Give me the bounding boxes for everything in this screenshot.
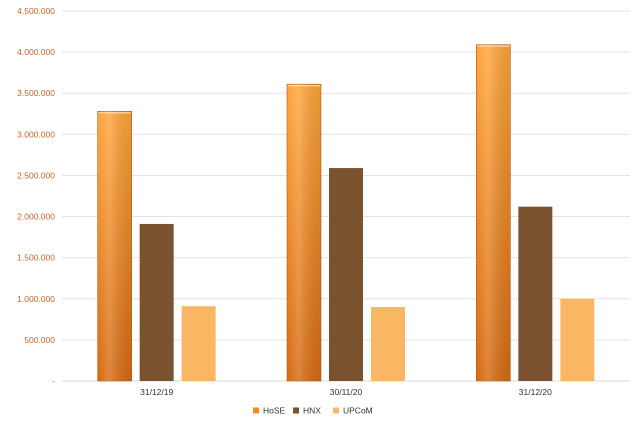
bar-shine <box>287 84 321 381</box>
y-tick-label: 3.500.000 <box>17 88 55 98</box>
x-axis-categories: 31/12/19 30/11/20 31/12/20 <box>140 387 552 397</box>
x-category-label: 31/12/19 <box>140 387 173 397</box>
y-tick-label: 500.000 <box>24 335 55 345</box>
y-axis-ticks: - 500.000 1.000.000 1.500.000 2.000.000 2.500… <box>17 6 55 386</box>
bar-upcom-1 <box>371 307 405 381</box>
legend-label-hose: HoSE <box>263 406 286 416</box>
bar-hnx-0 <box>139 223 174 381</box>
legend-label-upcom: UPCoM <box>343 406 373 416</box>
bar-shine <box>476 44 511 381</box>
legend-swatch-hnx <box>293 407 299 414</box>
legend: HoSE HNX UPCoM <box>253 406 373 416</box>
y-tick-label: - <box>52 376 55 386</box>
bar-hnx-2 <box>518 206 553 381</box>
bar-hnx-1 <box>329 168 363 381</box>
bars <box>97 44 595 382</box>
y-tick-label: 4.000.000 <box>17 47 55 57</box>
y-tick-label: 4.500.000 <box>17 6 55 16</box>
legend-label-hnx: HNX <box>303 406 321 416</box>
legend-swatch-hose <box>253 407 259 414</box>
y-tick-label: 2.000.000 <box>17 212 55 222</box>
y-tick-label: 1.000.000 <box>17 294 55 304</box>
y-tick-label: 1.500.000 <box>17 253 55 263</box>
legend-swatch-upcom <box>333 407 339 414</box>
bar-shine <box>97 111 132 382</box>
bar-upcom-0 <box>181 306 216 381</box>
x-category-label: 31/12/20 <box>519 387 552 397</box>
y-tick-label: 2.500.000 <box>17 170 55 180</box>
bar-upcom-2 <box>560 298 595 381</box>
x-category-label: 30/11/20 <box>330 387 363 397</box>
y-tick-label: 3.000.000 <box>17 129 55 139</box>
